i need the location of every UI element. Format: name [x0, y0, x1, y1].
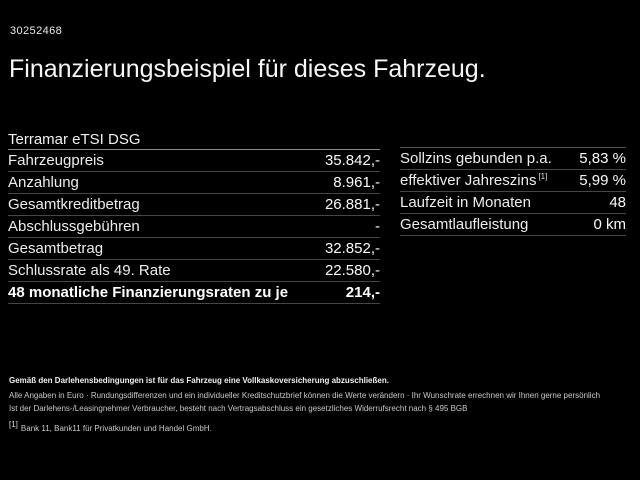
- table-row-total-amount: Gesamtbetrag 32.852,-: [8, 238, 380, 260]
- tables-area: Terramar eTSI DSG Fahrzeugpreis 35.842,-…: [8, 129, 626, 304]
- row-label: 48 monatliche Finanzierungsraten zu je: [8, 284, 289, 301]
- row-label: Anzahlung: [8, 174, 79, 191]
- table-row-nominal-interest: Sollzins gebunden p.a. 5,83 %: [400, 148, 626, 170]
- footnote-marker: [1]: [538, 172, 548, 181]
- table-row-closing-fees: Abschlussgebühren -: [8, 216, 380, 238]
- table-row-effective-interest: effektiver Jahreszins [1] 5,99 %: [400, 170, 626, 192]
- row-value: 5,99 %: [579, 172, 626, 189]
- row-value: 32.852,-: [324, 240, 380, 257]
- row-label: Laufzeit in Monaten: [400, 194, 531, 211]
- vehicle-model-row: Terramar eTSI DSG: [8, 129, 380, 150]
- table-row-vehicle-price: Fahrzeugpreis 35.842,-: [8, 150, 380, 172]
- row-label: Fahrzeugpreis: [8, 152, 104, 169]
- row-label: Schlussrate als 49. Rate: [8, 262, 171, 279]
- table-row-final-rate: Schlussrate als 49. Rate 22.580,-: [8, 260, 380, 282]
- row-value: 214,-: [345, 284, 380, 301]
- table-row-term-months: Laufzeit in Monaten 48: [400, 192, 626, 214]
- table-row-monthly-rate: 48 monatliche Finanzierungsraten zu je 2…: [8, 282, 380, 304]
- row-label: effektiver Jahreszins [1]: [400, 172, 548, 189]
- row-value: 48: [609, 194, 626, 211]
- row-label: Sollzins gebunden p.a.: [400, 150, 552, 167]
- page-title: Finanzierungsbeispiel für dieses Fahrzeu…: [9, 55, 486, 83]
- row-value: 5,83 %: [579, 150, 626, 167]
- row-label: Gesamtbetrag: [8, 240, 104, 257]
- vehicle-id: 30252468: [10, 25, 63, 37]
- row-label: Abschlussgebühren: [8, 218, 140, 235]
- table-row-total-mileage: Gesamtlaufleistung 0 km: [400, 214, 626, 236]
- table-row-total-credit: Gesamtkreditbetrag 26.881,-: [8, 194, 380, 216]
- footer-withdrawal-note: Ist der Darlehens-/Leasingnehmer Verbrau…: [9, 404, 468, 413]
- table-row-down-payment: Anzahlung 8.961,-: [8, 172, 380, 194]
- footer-disclaimer-line: Alle Angaben in Euro · Rundungsdifferenz…: [9, 391, 601, 400]
- row-value: 0 km: [593, 216, 626, 233]
- conditions-table: Sollzins gebunden p.a. 5,83 % effektiver…: [400, 147, 626, 236]
- legal-footer: Gemäß den Darlehensbedingungen ist für d…: [9, 374, 634, 435]
- footnote-marker: [1]: [9, 420, 18, 430]
- row-label: Gesamtkreditbetrag: [8, 196, 140, 213]
- finance-table: Terramar eTSI DSG Fahrzeugpreis 35.842,-…: [8, 129, 380, 304]
- row-value: 8.961,-: [333, 174, 380, 191]
- row-value: 22.580,-: [324, 262, 380, 279]
- vehicle-model: Terramar eTSI DSG: [8, 130, 141, 148]
- row-value: 26.881,-: [324, 196, 380, 213]
- footer-bank-footnote: [1] Bank 11, Bank11 für Privatkunden und …: [9, 420, 212, 433]
- row-value: -: [375, 218, 380, 235]
- row-value: 35.842,-: [324, 152, 380, 169]
- footer-insurance-note: Gemäß den Darlehensbedingungen ist für d…: [9, 376, 389, 385]
- row-label: Gesamtlaufleistung: [400, 216, 529, 233]
